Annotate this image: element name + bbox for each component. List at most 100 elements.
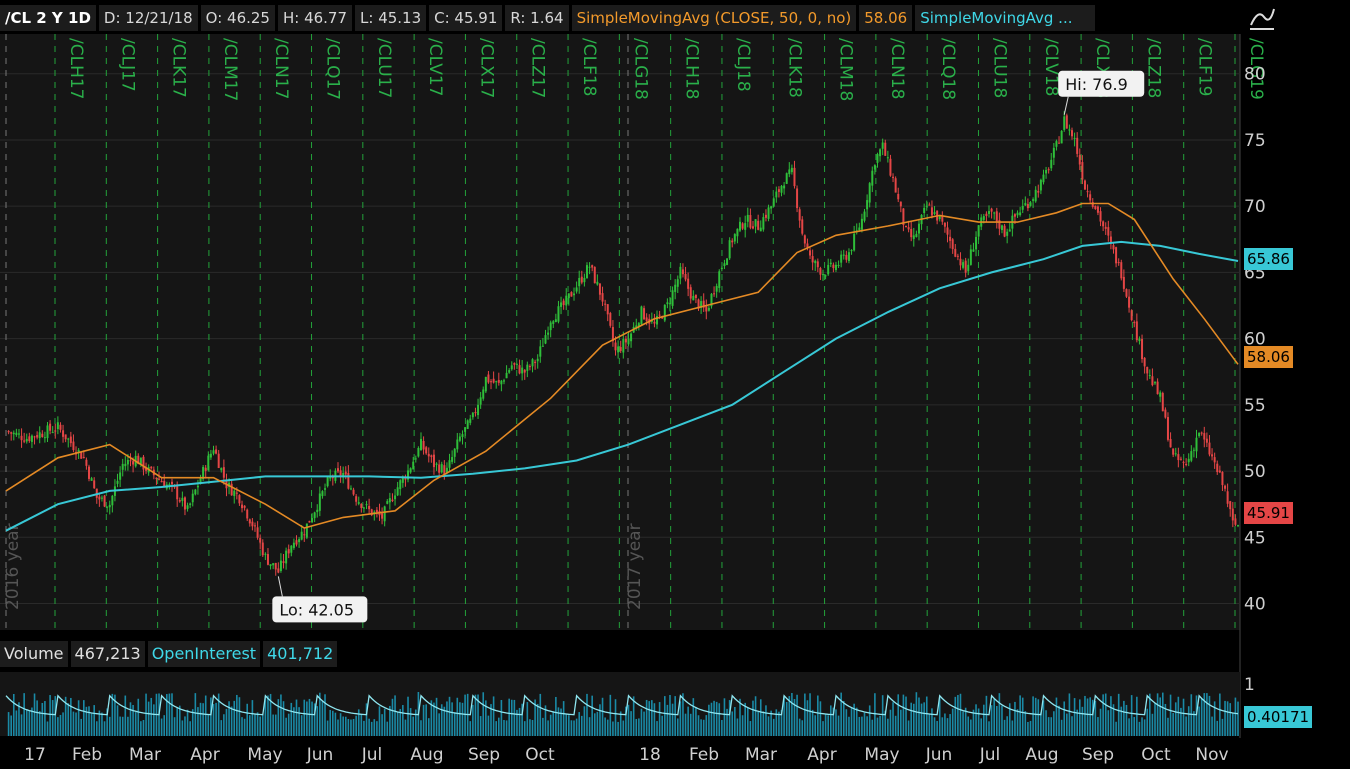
sma200-study-label[interactable]: SimpleMovingAvg ... [915,5,1096,31]
candle-body [119,472,122,480]
candle-body [391,499,394,502]
candle-body [759,227,762,232]
x-tick-label: Aug [1025,745,1058,765]
candle-body [687,278,690,289]
candle-body [98,496,101,500]
candle-body [757,220,760,230]
candle-body [1102,221,1105,227]
candle-body [282,561,285,563]
high-annotation-box [1058,70,1145,97]
candle-body [510,365,513,370]
candle-body [108,504,111,508]
candle-body [819,268,822,275]
candle-body [1128,296,1131,308]
candle-body [49,423,52,431]
candle-body [707,307,710,311]
symbol-label[interactable]: /CL 2 Y 1D [0,5,96,31]
candle-body [124,463,127,467]
candle-body [386,501,389,504]
open-interest-label[interactable]: OpenInterest [147,641,261,667]
candle-body [718,271,721,288]
sma50-study-label[interactable]: SimpleMovingAvg (CLOSE, 50, 0, no) [571,5,857,31]
contract-label: /CLV17 [425,38,445,96]
candle-body [202,466,205,480]
candle-body [671,290,674,306]
candle-body [850,250,853,252]
candle-body [490,381,493,383]
x-tick-label: Oct [525,745,555,765]
x-tick-label: Feb [689,745,719,765]
candle-body [17,433,20,435]
candle-body [417,447,420,457]
candle-body [697,299,700,309]
candle-body [77,449,80,453]
candle-body [731,240,734,243]
contract-label: /CLQ18 [938,38,958,100]
y-tick-label: 50 [1244,462,1266,482]
volume-label[interactable]: Volume [0,641,68,667]
candle-body [1164,409,1167,418]
candle-body [676,279,679,287]
chart-drawing-icon[interactable] [1246,5,1278,33]
candle-body [1011,215,1014,229]
open-interest-line [5,694,1239,716]
x-tick-label: Nov [1195,745,1228,765]
candle-body [1063,116,1066,130]
candle-body [907,227,910,230]
candle-body [1208,442,1211,455]
candle-body [588,266,591,268]
contract-label: /CLF18 [579,38,599,96]
candle-body [788,169,791,175]
candle-body [378,510,381,516]
candle-body [643,308,646,320]
candle-body [458,436,461,441]
sma50-study-value: 58.06 [859,5,913,31]
candle-body [85,459,88,466]
candle-body [222,467,225,478]
candle-body [399,480,402,490]
candle-body [233,490,236,497]
candle-body [811,256,814,263]
candle-body [1146,367,1149,374]
candle-body [930,207,933,216]
candle-body [632,326,635,333]
candle-body [726,258,729,265]
candle-body [235,492,238,494]
candle-body [453,448,456,457]
candle-body [497,379,500,383]
candle-body [238,495,241,504]
candle-body [186,505,189,509]
candle-body [106,506,109,508]
candle-body [897,193,900,200]
candle-body [409,468,412,473]
candle-body [225,480,228,489]
candle-body [837,264,840,266]
candle-body [456,439,459,450]
candle-body [438,464,441,473]
candle-body [362,507,365,509]
candle-body [827,264,830,275]
candle-body [126,459,129,465]
candle-body [917,223,920,234]
candle-body [905,225,908,228]
candle-body [863,211,866,221]
candle-body [1226,491,1229,504]
contract-label: /CLV18 [1041,38,1061,96]
candle-body [855,230,858,233]
close-label: C: 45.91 [429,5,503,31]
candle-body [975,236,978,250]
candle-body [1125,289,1128,297]
candle-body [845,254,848,260]
candle-body [681,269,684,275]
candle-body [523,369,526,373]
candle-body [1026,204,1029,209]
info-icon[interactable] [8,42,30,64]
candle-body [495,381,498,383]
x-tick-label: Mar [129,745,161,765]
candle-body [111,495,114,506]
candle-body [435,463,438,465]
x-tick-label: Sep [1082,745,1114,765]
candle-body [75,451,78,455]
candle-body [943,222,946,227]
x-tick-label: Apr [190,745,219,765]
